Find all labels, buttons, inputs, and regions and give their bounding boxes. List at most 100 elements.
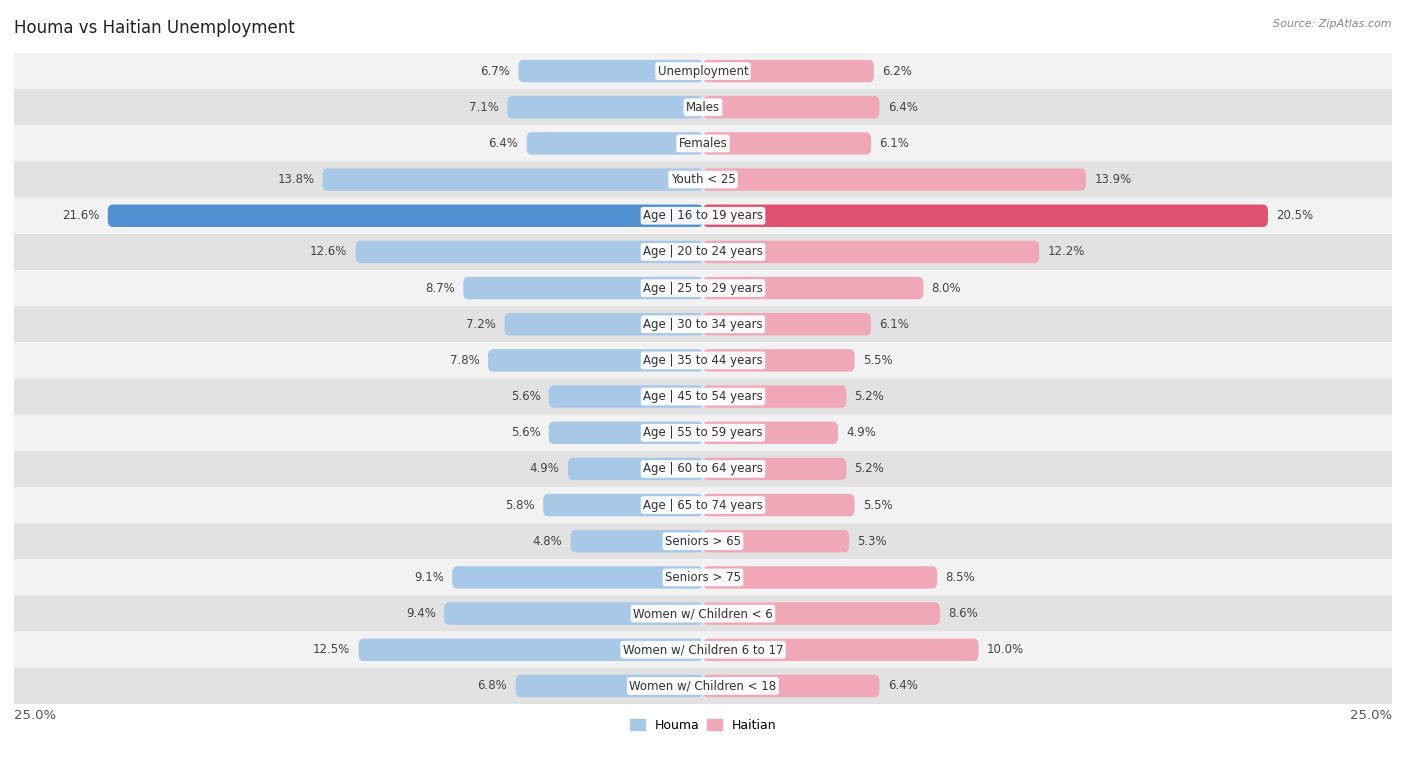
- Text: Males: Males: [686, 101, 720, 114]
- Text: 6.1%: 6.1%: [879, 137, 910, 150]
- FancyBboxPatch shape: [0, 234, 1406, 270]
- FancyBboxPatch shape: [548, 422, 703, 444]
- Text: 4.9%: 4.9%: [530, 463, 560, 475]
- Text: 6.1%: 6.1%: [879, 318, 910, 331]
- FancyBboxPatch shape: [703, 494, 855, 516]
- Text: 7.1%: 7.1%: [470, 101, 499, 114]
- FancyBboxPatch shape: [703, 313, 872, 335]
- FancyBboxPatch shape: [444, 603, 703, 625]
- Text: 4.9%: 4.9%: [846, 426, 876, 439]
- FancyBboxPatch shape: [0, 161, 1406, 198]
- Text: 5.3%: 5.3%: [858, 534, 887, 548]
- Text: Age | 25 to 29 years: Age | 25 to 29 years: [643, 282, 763, 294]
- Text: Age | 20 to 24 years: Age | 20 to 24 years: [643, 245, 763, 258]
- Text: 6.2%: 6.2%: [882, 64, 912, 77]
- FancyBboxPatch shape: [703, 96, 879, 118]
- FancyBboxPatch shape: [568, 458, 703, 480]
- FancyBboxPatch shape: [359, 639, 703, 661]
- Text: 9.1%: 9.1%: [415, 571, 444, 584]
- FancyBboxPatch shape: [0, 198, 1406, 234]
- Text: 8.7%: 8.7%: [425, 282, 456, 294]
- FancyBboxPatch shape: [0, 668, 1406, 704]
- Text: Houma vs Haitian Unemployment: Houma vs Haitian Unemployment: [14, 19, 295, 37]
- FancyBboxPatch shape: [543, 494, 703, 516]
- FancyBboxPatch shape: [505, 313, 703, 335]
- FancyBboxPatch shape: [488, 349, 703, 372]
- Text: Women w/ Children 6 to 17: Women w/ Children 6 to 17: [623, 643, 783, 656]
- FancyBboxPatch shape: [703, 385, 846, 408]
- FancyBboxPatch shape: [703, 530, 849, 553]
- FancyBboxPatch shape: [703, 639, 979, 661]
- FancyBboxPatch shape: [703, 60, 875, 83]
- Text: 25.0%: 25.0%: [14, 709, 56, 722]
- Text: 5.5%: 5.5%: [863, 354, 893, 367]
- Text: 13.9%: 13.9%: [1094, 173, 1132, 186]
- Text: Age | 45 to 54 years: Age | 45 to 54 years: [643, 390, 763, 403]
- FancyBboxPatch shape: [703, 458, 846, 480]
- Text: Age | 65 to 74 years: Age | 65 to 74 years: [643, 499, 763, 512]
- FancyBboxPatch shape: [703, 132, 872, 154]
- Text: 25.0%: 25.0%: [1350, 709, 1392, 722]
- Text: 12.5%: 12.5%: [314, 643, 350, 656]
- Text: Seniors > 65: Seniors > 65: [665, 534, 741, 548]
- Text: 5.6%: 5.6%: [510, 390, 540, 403]
- Text: 8.0%: 8.0%: [932, 282, 962, 294]
- Text: 21.6%: 21.6%: [62, 209, 100, 223]
- FancyBboxPatch shape: [516, 674, 703, 697]
- FancyBboxPatch shape: [0, 631, 1406, 668]
- Text: 5.6%: 5.6%: [510, 426, 540, 439]
- FancyBboxPatch shape: [463, 277, 703, 299]
- Text: 12.2%: 12.2%: [1047, 245, 1085, 258]
- FancyBboxPatch shape: [0, 559, 1406, 596]
- FancyBboxPatch shape: [0, 415, 1406, 451]
- Text: 20.5%: 20.5%: [1277, 209, 1313, 223]
- FancyBboxPatch shape: [703, 603, 941, 625]
- FancyBboxPatch shape: [527, 132, 703, 154]
- Text: 6.8%: 6.8%: [478, 680, 508, 693]
- Text: 4.8%: 4.8%: [533, 534, 562, 548]
- Text: 6.4%: 6.4%: [887, 101, 918, 114]
- FancyBboxPatch shape: [323, 168, 703, 191]
- FancyBboxPatch shape: [0, 126, 1406, 161]
- FancyBboxPatch shape: [0, 342, 1406, 378]
- Text: 5.8%: 5.8%: [505, 499, 534, 512]
- Text: 6.4%: 6.4%: [887, 680, 918, 693]
- Legend: Houma, Haitian: Houma, Haitian: [624, 714, 782, 737]
- FancyBboxPatch shape: [0, 596, 1406, 631]
- FancyBboxPatch shape: [508, 96, 703, 118]
- FancyBboxPatch shape: [703, 349, 855, 372]
- FancyBboxPatch shape: [0, 451, 1406, 487]
- Text: Age | 60 to 64 years: Age | 60 to 64 years: [643, 463, 763, 475]
- Text: 8.6%: 8.6%: [948, 607, 979, 620]
- Text: Youth < 25: Youth < 25: [671, 173, 735, 186]
- FancyBboxPatch shape: [703, 168, 1085, 191]
- Text: 13.8%: 13.8%: [277, 173, 315, 186]
- Text: 10.0%: 10.0%: [987, 643, 1024, 656]
- Text: 5.2%: 5.2%: [855, 390, 884, 403]
- FancyBboxPatch shape: [108, 204, 703, 227]
- FancyBboxPatch shape: [548, 385, 703, 408]
- FancyBboxPatch shape: [356, 241, 703, 263]
- Text: Seniors > 75: Seniors > 75: [665, 571, 741, 584]
- FancyBboxPatch shape: [0, 89, 1406, 126]
- FancyBboxPatch shape: [571, 530, 703, 553]
- Text: Females: Females: [679, 137, 727, 150]
- Text: Unemployment: Unemployment: [658, 64, 748, 77]
- Text: Source: ZipAtlas.com: Source: ZipAtlas.com: [1274, 19, 1392, 29]
- FancyBboxPatch shape: [703, 674, 879, 697]
- FancyBboxPatch shape: [0, 306, 1406, 342]
- Text: Women w/ Children < 18: Women w/ Children < 18: [630, 680, 776, 693]
- Text: 12.6%: 12.6%: [311, 245, 347, 258]
- Text: 7.8%: 7.8%: [450, 354, 479, 367]
- FancyBboxPatch shape: [703, 566, 938, 589]
- Text: 9.4%: 9.4%: [406, 607, 436, 620]
- Text: Age | 35 to 44 years: Age | 35 to 44 years: [643, 354, 763, 367]
- FancyBboxPatch shape: [0, 53, 1406, 89]
- FancyBboxPatch shape: [0, 487, 1406, 523]
- FancyBboxPatch shape: [703, 422, 838, 444]
- Text: 5.2%: 5.2%: [855, 463, 884, 475]
- FancyBboxPatch shape: [0, 378, 1406, 415]
- FancyBboxPatch shape: [703, 277, 924, 299]
- FancyBboxPatch shape: [703, 241, 1039, 263]
- Text: 7.2%: 7.2%: [467, 318, 496, 331]
